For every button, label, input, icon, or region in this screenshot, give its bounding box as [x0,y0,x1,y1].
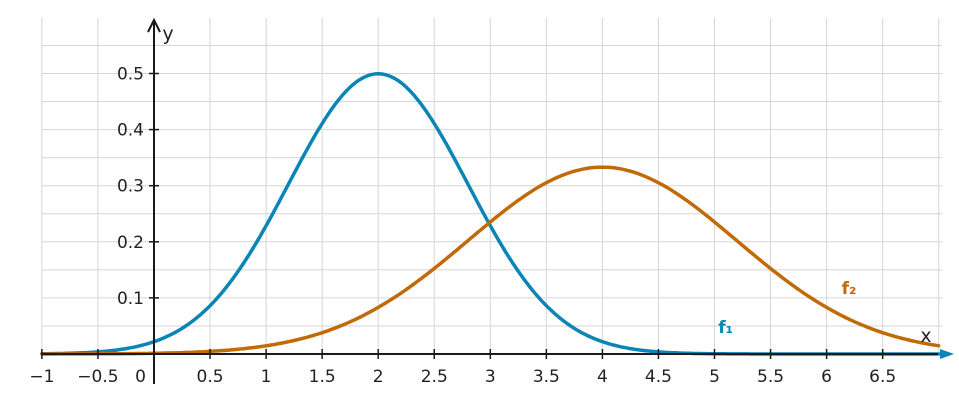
x-tick-label: −1 [29,367,54,387]
x-tick-label: −0.5 [77,367,118,387]
y-tick-label: 0.1 [117,289,144,309]
series-label-f2: f₂ [842,279,857,299]
series-f2-line [40,165,941,356]
y-tick-label: 0.3 [117,177,144,197]
y-tick-label: 0.5 [117,65,144,85]
x-ticks: −1 −0.5 0 0.5 1 1.5 2 2.5 3 3.5 4 4.5 5 5.5 6 6.5 [29,349,896,387]
x-tick-label: 4.5 [645,367,672,387]
series-label-f1: f₁ [718,318,733,338]
x-tick-label: 2 [373,367,384,387]
y-axis-label: y [162,23,173,45]
y-gridlines [42,44,942,327]
y-ticks: 0.1 0.2 0.3 0.4 0.5 [117,65,159,309]
x-tick-label: 6 [821,367,832,387]
x-tick-label: 0.5 [197,367,224,387]
x-tick-label: 3 [485,367,496,387]
x-tick-label: 5.5 [757,367,784,387]
y-axis-arrow-icon [147,17,161,33]
x-tick-label: 3.5 [533,367,560,387]
x-tick-label: 2.5 [421,367,448,387]
x-tick-label: 6.5 [869,367,896,387]
x-tick-label: 1 [261,367,272,387]
x-tick-label: 0 [135,367,146,387]
y-tick-label: 0.2 [117,233,144,253]
x-axis-label: x [920,325,931,347]
x-tick-label: 5 [709,367,720,387]
x-tick-label: 1.5 [309,367,336,387]
x-axis-arrow-icon [940,349,954,359]
x-tick-label: 4 [597,367,608,387]
y-tick-label: 0.4 [117,121,144,141]
